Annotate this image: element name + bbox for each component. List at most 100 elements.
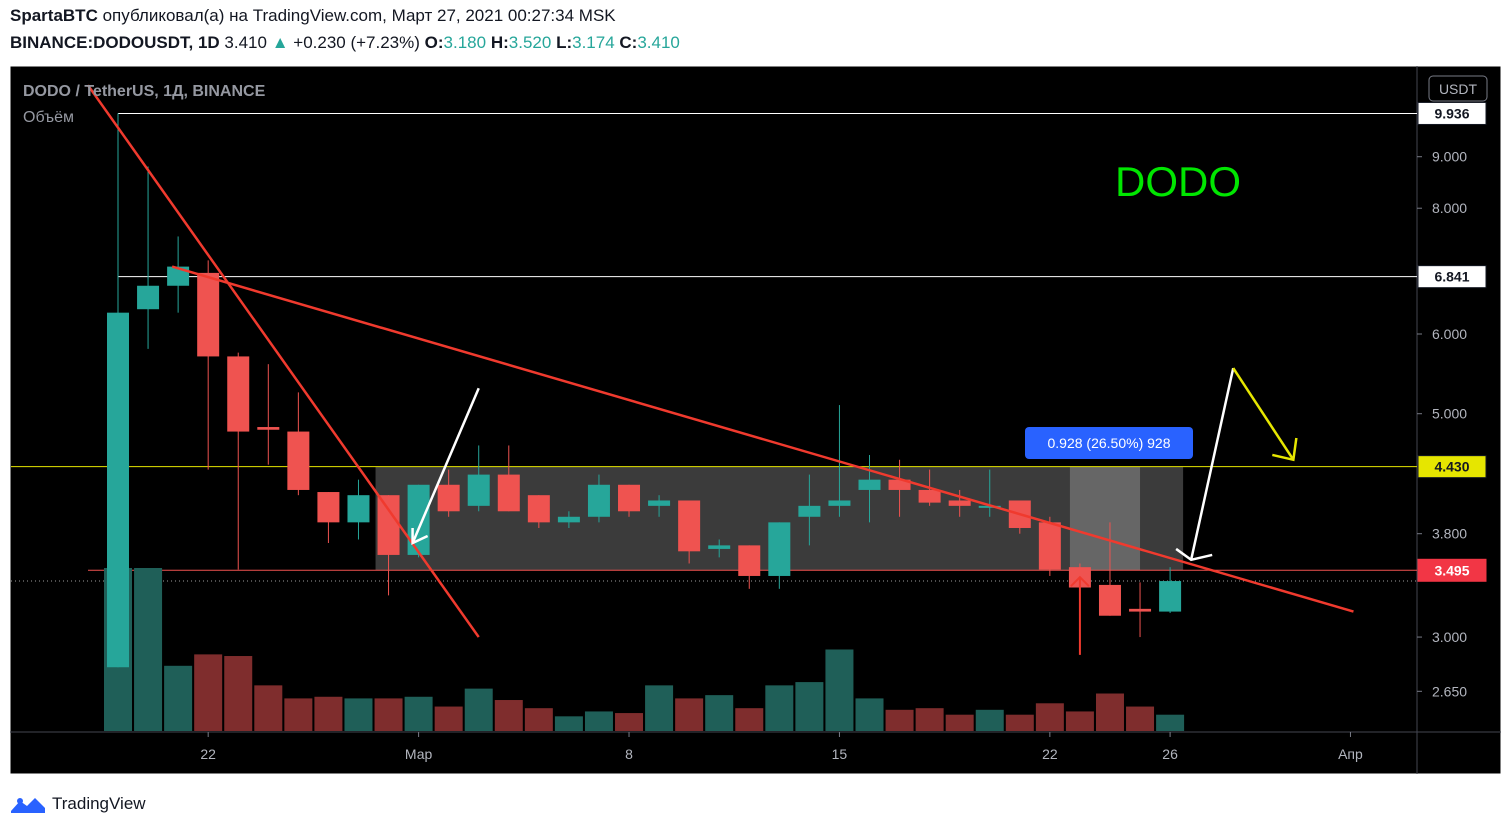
volume-bar	[584, 711, 613, 731]
time-axis[interactable]: 22 Мар 8 15 22 26 Апр	[200, 732, 1363, 762]
candle-body	[648, 500, 671, 506]
x-tick-label: 26	[1162, 746, 1178, 762]
measure-label-bg	[1025, 427, 1193, 459]
chart-canvas[interactable]: DODO / TetherUS, 1Д, BINANCE Объём DODO …	[0, 0, 1511, 790]
volume-bar	[434, 706, 463, 731]
volume-bar	[645, 685, 674, 731]
volume-bar	[1126, 706, 1155, 731]
candle-body	[1038, 522, 1061, 570]
x-tick-label: 22	[200, 746, 216, 762]
candle	[347, 479, 370, 540]
candle	[798, 474, 821, 546]
dodo-annotation: DODO	[1115, 158, 1241, 205]
candle-body	[978, 505, 1001, 508]
high-value: 3.520	[508, 33, 552, 52]
symbol-info: BINANCE:DODOUSDT, 1D 3.410 ▲ +0.230 (+7.…	[10, 33, 680, 53]
volume-bar	[735, 708, 764, 731]
legend-title: DODO / TetherUS, 1Д, BINANCE	[23, 83, 266, 100]
volume-bar	[1095, 693, 1124, 731]
x-tick-label: 15	[832, 746, 848, 762]
y-tick-label: 8.000	[1432, 200, 1467, 216]
candle-body	[497, 474, 520, 512]
price-axis[interactable]: 2.650 3.000 3.800 5.000 6.000 8.000 9.000	[1417, 149, 1467, 700]
x-tick-label: Мар	[405, 746, 433, 762]
candle-body	[798, 505, 821, 517]
volume-bar	[134, 568, 163, 731]
candle-body	[347, 495, 370, 523]
candle	[1098, 522, 1121, 616]
close-label: C:	[619, 33, 638, 52]
candle-body	[377, 495, 400, 555]
price-badge-bg	[1417, 558, 1487, 582]
candle-body	[1129, 608, 1152, 612]
volume-bar	[1065, 711, 1094, 731]
candle	[738, 545, 761, 589]
x-tick-label: Апр	[1338, 746, 1363, 762]
last-price: 3.410	[224, 33, 267, 52]
candle	[768, 522, 791, 589]
candle	[858, 454, 881, 523]
volume-bar	[194, 654, 223, 731]
measure-label-text: 0.928 (26.50%) 928	[1048, 435, 1171, 451]
volume-bar	[765, 685, 794, 731]
chart-frame	[9, 65, 1502, 775]
candle	[678, 500, 701, 564]
candle	[557, 511, 580, 528]
footer: TradingView	[10, 792, 146, 816]
x-tick-label: 8	[625, 746, 633, 762]
candle	[587, 474, 610, 523]
price-badge-text: 6.841	[1434, 269, 1469, 285]
currency-badge[interactable]: USDT	[1428, 75, 1488, 102]
candle	[287, 392, 310, 496]
candle-body	[107, 312, 129, 668]
published-text: опубликовал(а) на TradingView.com, Март …	[102, 6, 616, 25]
candle-body	[828, 500, 851, 506]
candle-body	[888, 479, 911, 490]
volume-bar	[254, 685, 283, 731]
candle	[227, 352, 250, 570]
price-badge: 4.430	[1417, 455, 1487, 479]
steep-trendline	[86, 84, 480, 638]
measure-box	[1069, 466, 1141, 571]
candle-body	[437, 484, 460, 512]
price-badge-text: 4.430	[1434, 459, 1469, 475]
candle-body	[918, 489, 941, 503]
candle-body	[768, 522, 791, 576]
tradingview-brand[interactable]: TradingView	[52, 794, 146, 813]
price-badge: 9.936	[1417, 101, 1487, 125]
tradingview-logo-icon	[11, 798, 45, 813]
price-badge-text: 3.495	[1434, 562, 1469, 578]
high-label: H:	[490, 33, 509, 52]
candle-body	[1098, 584, 1121, 616]
symbol-name: BINANCE:DODOUSDT, 1D	[10, 33, 220, 52]
candle-body	[137, 285, 160, 310]
price-badge: 3.495	[1417, 558, 1487, 582]
candle-body	[197, 272, 220, 357]
author-name[interactable]: SpartaBTC	[10, 6, 98, 25]
candle	[618, 484, 641, 517]
volume-bar	[164, 665, 193, 731]
volume-bar	[344, 698, 373, 731]
legend-volume: Объём	[23, 109, 74, 126]
price-badge-text: 9.936	[1434, 105, 1469, 121]
candle	[437, 469, 460, 517]
volume-bar	[945, 714, 974, 731]
candle	[708, 539, 731, 558]
price-badge: 6.841	[1417, 265, 1487, 289]
low-label: L:	[556, 33, 573, 52]
price-change: +0.230 (+7.23%)	[293, 33, 420, 52]
low-value: 3.174	[572, 33, 615, 52]
candle	[497, 445, 520, 512]
volume-bar	[374, 698, 403, 731]
candle	[377, 495, 400, 596]
candle-body	[618, 484, 641, 512]
white-arrow-right	[1189, 367, 1235, 561]
volume-bar	[705, 695, 734, 731]
candle-body	[587, 484, 610, 517]
up-triangle-icon: ▲	[271, 33, 289, 52]
candle-body	[407, 484, 430, 555]
y-tick-label: 5.000	[1432, 406, 1467, 422]
price-badge-bg	[1417, 455, 1487, 479]
plot-area	[11, 84, 1417, 731]
candle-body	[257, 427, 280, 430]
